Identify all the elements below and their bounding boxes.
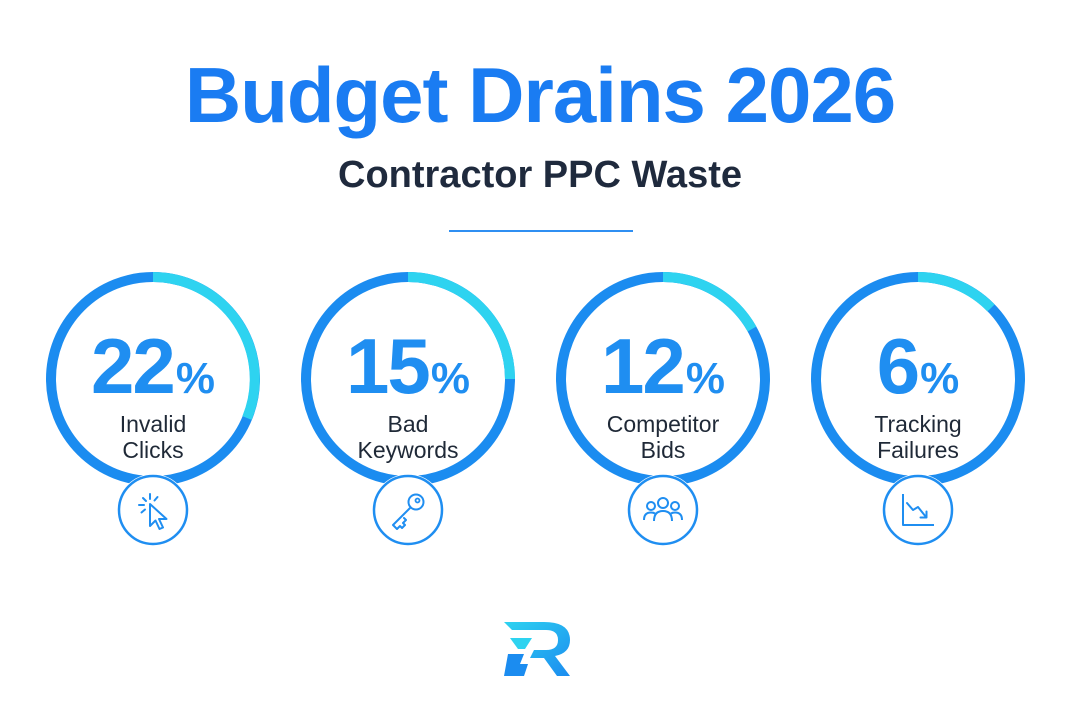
stat-label-line1: Competitor (606, 411, 720, 437)
page-subtitle: Contractor PPC Waste (338, 154, 742, 196)
people-group-icon (627, 474, 699, 546)
stat-card-competitor-bids: 12% Competitor Bids (552, 268, 774, 564)
stat-value: 15% (297, 326, 519, 429)
stat-label-line2: Bids (640, 437, 686, 463)
stat-card-tracking-failures: 6% Tracking Failures (807, 268, 1029, 564)
stat-unit: % (175, 354, 215, 403)
stat-value: 12% (552, 326, 774, 429)
stat-card-bad-keywords: 15% Bad Keywords (297, 268, 519, 564)
icon-badge (627, 474, 699, 546)
stat-label-line1: Invalid (119, 411, 187, 437)
stat-label-line2: Clicks (122, 437, 184, 463)
stat-label-line1: Bad (387, 411, 429, 437)
stat-label-line2: Keywords (357, 437, 459, 463)
chart-decline-icon (882, 474, 954, 546)
title-divider (449, 230, 633, 232)
stat-label-line2: Failures (877, 437, 959, 463)
icon-badge (882, 474, 954, 546)
stat-number: 22 (91, 322, 176, 410)
cursor-click-icon (117, 474, 189, 546)
stat-value: 6% (807, 326, 1029, 429)
page-title: Budget Drains 2026 (184, 51, 896, 139)
brand-logo (504, 622, 570, 676)
stat-number: 15 (346, 322, 431, 410)
stat-unit: % (920, 354, 960, 403)
key-icon (372, 474, 444, 546)
stat-label-line1: Tracking (874, 411, 962, 437)
stat-value: 22% (42, 326, 264, 429)
stat-unit: % (685, 354, 725, 403)
stat-number: 6 (876, 322, 920, 410)
icon-badge (372, 474, 444, 546)
stat-number: 12 (601, 322, 686, 410)
stat-card-invalid-clicks: 22% Invalid Clicks (42, 268, 264, 564)
icon-badge (117, 474, 189, 546)
stat-unit: % (430, 354, 470, 403)
